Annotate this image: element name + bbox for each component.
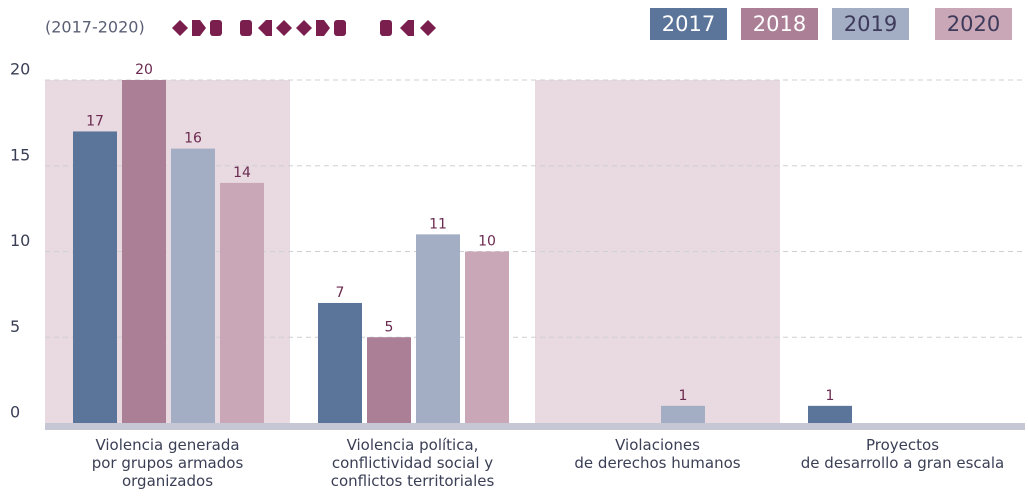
bar [808, 405, 852, 423]
data-label: 14 [233, 165, 251, 181]
y-tick-label: 10 [10, 231, 30, 250]
data-label: 10 [478, 234, 496, 250]
bar [661, 405, 705, 423]
x-tick-label: Proyectos de desarrollo a gran escala [800, 436, 1005, 472]
data-label: 17 [86, 113, 104, 129]
bar [367, 337, 411, 423]
x-tick-label: Violaciones de derechos humanos [574, 436, 741, 472]
legend-label: 2020 [947, 12, 1000, 36]
data-label: 1 [826, 388, 835, 404]
bar [318, 302, 362, 423]
bar [465, 251, 509, 423]
x-tick-label: Violencia generada por grupos armados or… [91, 436, 244, 490]
y-tick-label: 15 [10, 145, 30, 164]
y-tick-label: 5 [10, 317, 20, 336]
data-label: 7 [336, 285, 345, 301]
data-label: 20 [135, 62, 153, 78]
bar [122, 80, 166, 423]
legend-label: 2019 [844, 12, 897, 36]
legend-label: 2017 [662, 12, 715, 36]
legend-swatch [935, 8, 1012, 40]
y-tick-label: 0 [10, 403, 20, 422]
data-label: 1 [679, 388, 688, 404]
legend-swatch [741, 8, 818, 40]
data-label: 11 [429, 216, 447, 232]
bar [73, 131, 117, 423]
y-tick-label: 20 [10, 60, 30, 79]
baseline [45, 423, 1025, 430]
bar [220, 182, 264, 423]
legend-label: 2018 [753, 12, 806, 36]
legend-swatch [650, 8, 727, 40]
data-label: 16 [184, 131, 202, 147]
bar [171, 148, 215, 423]
chart-subtitle: (2017-2020) [45, 18, 145, 37]
data-label: 5 [385, 319, 394, 335]
decoration [172, 20, 436, 36]
legend-swatch [832, 8, 909, 40]
x-tick-label: Violencia política, conflictividad socia… [330, 436, 495, 490]
bar [416, 234, 460, 423]
